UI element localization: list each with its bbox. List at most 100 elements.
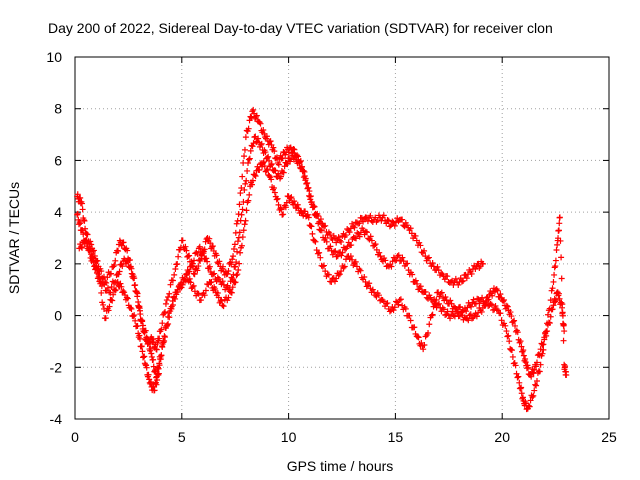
data-point-marker: [260, 126, 267, 133]
y-tick-label: 0: [54, 308, 62, 324]
series-track-b: [74, 133, 568, 381]
data-point-marker: [150, 356, 157, 363]
data-point-marker: [267, 138, 274, 145]
data-point-marker: [395, 252, 402, 259]
data-point-marker: [327, 231, 334, 238]
data-point-marker: [194, 250, 201, 257]
data-point-marker: [266, 157, 273, 164]
data-point-marker: [415, 334, 422, 341]
data-point-marker: [158, 326, 165, 333]
data-point-marker: [174, 260, 181, 267]
data-point-marker: [121, 289, 128, 296]
data-point-marker: [231, 241, 238, 248]
data-point-marker: [508, 347, 515, 354]
data-point-marker: [517, 338, 524, 345]
data-point-marker: [514, 329, 521, 336]
data-point-marker: [182, 243, 189, 250]
data-point-marker: [117, 280, 124, 287]
data-point-marker: [154, 376, 161, 383]
data-point-marker: [552, 257, 559, 264]
data-point-marker: [511, 317, 518, 324]
data-point-marker: [540, 341, 547, 348]
data-point-marker: [508, 313, 515, 320]
data-point-marker: [74, 191, 81, 198]
data-point-marker: [203, 255, 210, 262]
data-point-marker: [440, 306, 447, 313]
data-point-marker: [338, 268, 345, 275]
y-tick-label: -2: [50, 359, 63, 375]
data-point-marker: [263, 167, 270, 174]
data-point-marker: [533, 378, 540, 385]
data-point-marker: [234, 238, 241, 245]
data-point-marker: [407, 225, 414, 232]
data-point-marker: [492, 302, 499, 309]
data-point-marker: [250, 140, 257, 147]
data-point-marker: [412, 277, 419, 284]
data-point-marker: [115, 271, 122, 278]
data-point-marker: [230, 253, 237, 260]
data-point-marker: [384, 216, 391, 223]
data-point-marker: [240, 227, 247, 234]
data-point-marker: [339, 249, 346, 256]
data-point-marker: [204, 258, 211, 265]
data-point-marker: [422, 288, 429, 295]
y-axis-label: SDTVAR / TECUs: [6, 182, 22, 294]
data-point-marker: [134, 323, 141, 330]
data-point-marker: [136, 303, 143, 310]
data-point-marker: [263, 133, 270, 140]
data-point-marker: [190, 270, 197, 277]
data-point-marker: [299, 163, 306, 170]
data-point-marker: [239, 234, 246, 241]
data-point-marker: [384, 300, 391, 307]
data-point-marker: [235, 211, 242, 218]
data-point-marker: [312, 238, 319, 245]
data-point-marker: [247, 113, 254, 120]
data-point-marker: [344, 226, 351, 233]
data-point-marker: [232, 263, 239, 270]
data-point-marker: [535, 351, 542, 358]
data-point-marker: [505, 332, 512, 339]
data-point-marker: [136, 335, 143, 342]
data-point-marker: [80, 231, 87, 238]
data-point-marker: [559, 320, 566, 327]
data-point-marker: [167, 281, 174, 288]
data-point-marker: [133, 289, 140, 296]
data-point-marker: [333, 253, 340, 260]
data-point-marker: [139, 348, 146, 355]
data-point-marker: [385, 217, 392, 224]
data-point-marker: [266, 172, 273, 179]
data-point-marker: [112, 257, 119, 264]
data-point-marker: [295, 156, 302, 163]
data-point-marker: [441, 276, 448, 283]
data-point-marker: [372, 241, 379, 248]
data-point-marker: [238, 211, 245, 218]
data-point-marker: [165, 313, 172, 320]
data-point-marker: [201, 292, 208, 299]
data-point-marker: [476, 300, 483, 307]
data-point-marker: [338, 252, 345, 259]
data-point-marker: [531, 366, 538, 373]
data-point-marker: [241, 153, 248, 160]
data-point-marker: [274, 195, 281, 202]
data-point-marker: [389, 218, 396, 225]
data-series: [74, 106, 570, 413]
data-point-marker: [175, 253, 182, 260]
data-point-marker: [519, 394, 526, 401]
data-point-marker: [235, 267, 242, 274]
data-point-marker: [336, 237, 343, 244]
data-point-marker: [158, 352, 165, 359]
data-point-marker: [233, 272, 240, 279]
data-point-marker: [318, 227, 325, 234]
data-point-marker: [529, 393, 536, 400]
data-point-marker: [110, 263, 117, 270]
data-point-marker: [124, 257, 131, 264]
data-point-marker: [168, 305, 175, 312]
data-point-marker: [368, 237, 375, 244]
data-point-marker: [238, 242, 245, 249]
data-point-marker: [407, 317, 414, 324]
data-point-marker: [273, 155, 280, 162]
data-point-marker: [367, 233, 374, 240]
data-point-marker: [420, 346, 427, 353]
data-point-marker: [349, 256, 356, 263]
